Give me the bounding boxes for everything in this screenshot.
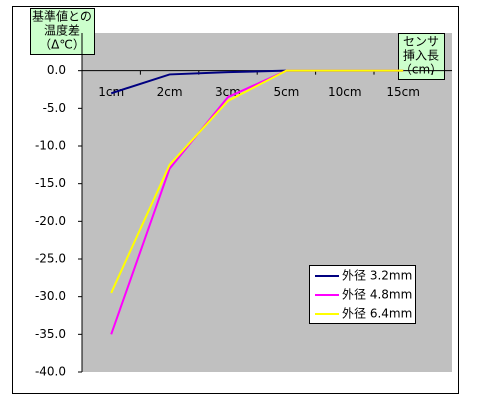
y-tick-label: 0.0	[47, 63, 66, 77]
y-axis-title: 温度差	[44, 23, 80, 38]
legend-label: 外径 6.4mm	[342, 307, 412, 321]
y-tick-label: -5.0	[43, 101, 66, 115]
y-label-box	[30, 8, 95, 55]
y-tick-label: -40.0	[35, 365, 66, 379]
y-axis-title: （Δ℃）	[39, 38, 85, 52]
legend-label: 外径 4.8mm	[342, 288, 412, 302]
y-tick-label: -35.0	[35, 327, 66, 341]
x-tick-label: 2cm	[157, 85, 183, 99]
x-axis-title: 挿入長	[403, 49, 439, 63]
series-line	[110, 69, 404, 294]
x-axis-title: （cm）	[400, 63, 442, 77]
x-tick-label: 10cm	[328, 85, 362, 99]
y-tick-label: -30.0	[35, 289, 66, 303]
x-label-box	[398, 33, 445, 80]
x-axis-title: センサ	[403, 35, 439, 49]
x-tick-label: 15cm	[386, 85, 420, 99]
y-axis-title: 基準値との	[32, 9, 92, 24]
y-tick-label: -25.0	[35, 252, 66, 266]
x-tick-label: 1cm	[98, 85, 124, 99]
x-tick-label: 5cm	[273, 85, 299, 99]
legend-label: 外径 3.2mm	[342, 269, 412, 283]
x-tick-label: 3cm	[215, 85, 241, 99]
y-tick-label: -10.0	[35, 139, 66, 153]
y-tick-label: -15.0	[35, 176, 66, 190]
y-tick-label: -20.0	[35, 214, 66, 228]
